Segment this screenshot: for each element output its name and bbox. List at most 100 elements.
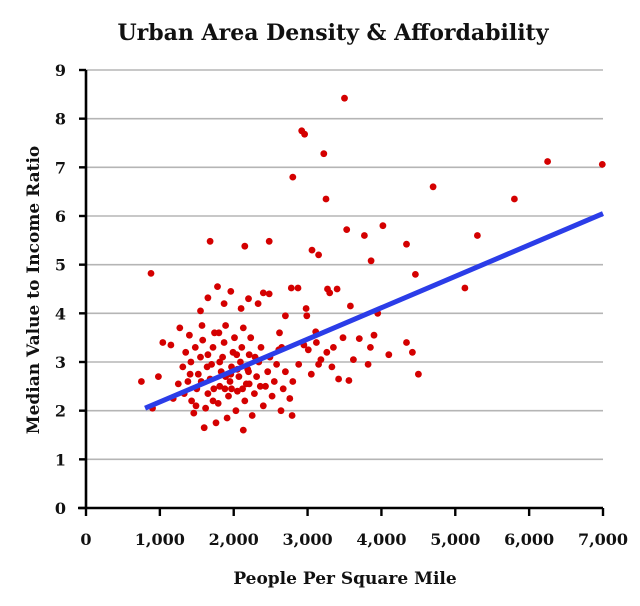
data-point [341, 94, 348, 102]
gridlines [86, 69, 603, 461]
data-point [315, 361, 322, 368]
data-point [233, 351, 241, 359]
data-point [237, 358, 244, 366]
data-point [197, 307, 204, 315]
data-point [367, 257, 375, 265]
data-point [259, 289, 267, 297]
data-point [237, 305, 245, 312]
data-point [209, 397, 217, 405]
y-tick-label: 0 [55, 499, 66, 518]
data-point [239, 426, 247, 434]
data-point [273, 361, 280, 368]
data-point [155, 373, 162, 380]
data-point [370, 331, 378, 339]
data-point [225, 392, 232, 400]
data-point [214, 400, 222, 407]
x-tick-label: 4,000 [356, 530, 406, 549]
data-point [227, 288, 235, 295]
data-point [188, 397, 196, 405]
data-point [215, 329, 223, 337]
data-point [239, 385, 247, 393]
x-tick-label: 6,000 [504, 530, 554, 549]
data-point [219, 353, 227, 361]
data-point [220, 300, 228, 307]
data-point [385, 351, 393, 359]
y-axis-label: Median Value to Income Ratio [24, 146, 44, 435]
data-point [247, 334, 255, 342]
data-point [186, 331, 193, 339]
data-point [256, 382, 264, 390]
data-point [138, 378, 145, 385]
data-point [265, 290, 273, 298]
data-point [241, 242, 249, 250]
data-point [289, 378, 297, 385]
data-point [265, 237, 273, 245]
data-point [204, 294, 212, 302]
data-point [245, 295, 252, 303]
data-point [308, 246, 316, 254]
data-point [176, 324, 184, 332]
data-point [511, 195, 518, 203]
data-point [210, 385, 218, 393]
data-point [379, 222, 387, 230]
data-point [355, 335, 363, 342]
x-tick-label: 7,000 [578, 530, 628, 549]
data-point [221, 385, 229, 393]
data-point [254, 300, 262, 307]
data-point [226, 378, 234, 385]
y-tick-label: 2 [55, 402, 66, 421]
data-point [328, 363, 336, 371]
data-point [174, 380, 182, 388]
data-point [288, 412, 296, 419]
data-point [361, 232, 368, 239]
data-point [192, 402, 200, 410]
data-point [403, 339, 410, 346]
data-point [216, 382, 224, 390]
data-point [216, 358, 224, 366]
data-point [202, 404, 210, 412]
data-point [245, 351, 253, 359]
data-point [461, 284, 469, 292]
data-point [232, 407, 240, 415]
x-tick-label: 1,000 [135, 530, 185, 549]
data-point [204, 390, 212, 397]
data-point [277, 407, 285, 415]
data-point [241, 397, 249, 405]
chart-title: Urban Area Density & Affordability [117, 20, 549, 46]
data-point [167, 341, 175, 349]
x-axis-label: People Per Square Mile [233, 569, 457, 589]
y-tick-label: 7 [55, 158, 66, 177]
data-point [214, 283, 221, 290]
data-point [307, 370, 315, 378]
data-point [251, 390, 258, 397]
y-tick-label: 3 [55, 353, 66, 372]
data-point [429, 183, 437, 191]
data-point [474, 232, 481, 239]
data-point [204, 351, 212, 359]
trend-line [144, 211, 604, 411]
data-point [279, 385, 287, 393]
data-point [187, 358, 195, 366]
data-point [339, 334, 347, 342]
x-tick-label: 5,000 [430, 530, 480, 549]
data-point [194, 370, 202, 378]
data-point [209, 344, 217, 351]
data-point [544, 158, 551, 165]
data-point [257, 344, 265, 351]
data-point [186, 370, 194, 378]
data-point [147, 270, 155, 277]
data-point [212, 419, 220, 427]
data-point [345, 377, 353, 384]
data-point [197, 353, 204, 361]
data-point [295, 361, 303, 368]
data-point [303, 312, 311, 320]
data-point [184, 378, 192, 385]
data-point [231, 334, 238, 342]
data-point [248, 412, 256, 419]
data-point [286, 395, 294, 402]
y-tick-label: 8 [55, 110, 66, 129]
data-point [330, 344, 337, 351]
data-point [301, 130, 308, 138]
data-point [220, 339, 228, 346]
data-point [191, 344, 199, 351]
